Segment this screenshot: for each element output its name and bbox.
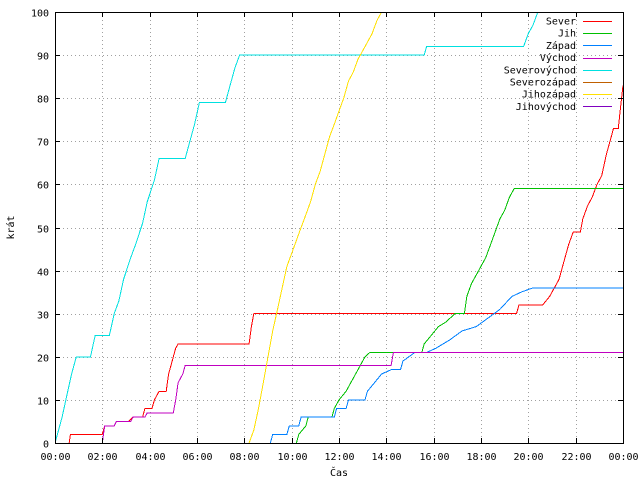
series-line-1 <box>68 85 623 443</box>
y-tick-label: 30 <box>37 311 49 322</box>
x-tick-label: 00:00 <box>40 452 70 463</box>
x-tick-label: 18:00 <box>466 452 496 463</box>
legend: SeverJihZápadVýchodSeverovýchodSeverozáp… <box>504 17 612 113</box>
y-tick-label: 60 <box>37 181 49 192</box>
x-tick-label: 12:00 <box>324 452 354 463</box>
x-tick-label: 04:00 <box>135 452 165 463</box>
x-tick-label: 14:00 <box>371 452 401 463</box>
series-line-3 <box>269 287 623 443</box>
y-tick-label: 10 <box>37 397 49 408</box>
legend-label: Západ <box>546 40 576 52</box>
x-tick-label: 22:00 <box>561 452 591 463</box>
series-lines <box>55 12 623 443</box>
y-tick-label: 20 <box>37 354 49 365</box>
legend-label: Severovýchod <box>504 64 576 76</box>
legend-label: Jihovýchod <box>516 101 576 113</box>
axis-ticks: 0 10 20 30 40 50 60 70 80 90 100 00:00 02:00 04:00 06:… <box>31 9 639 464</box>
y-tick-label: 80 <box>37 95 49 106</box>
x-tick-label: 20:00 <box>513 452 543 463</box>
series-line-5 <box>55 12 539 443</box>
x-tick-label: 06:00 <box>182 452 212 463</box>
legend-label: Severozápad <box>510 77 576 89</box>
y-tick-label: 90 <box>37 52 49 63</box>
x-tick-label: 10:00 <box>277 452 307 463</box>
series-line-7 <box>248 12 383 443</box>
y-tick-label: 0 <box>43 440 49 451</box>
series-line-4 <box>101 352 623 443</box>
y-axis-label: krát <box>5 215 17 239</box>
series-line-2 <box>295 188 623 443</box>
legend-label: Jihozápad <box>522 89 576 101</box>
legend-label: Sever <box>546 17 576 28</box>
legend-label: Východ <box>540 52 576 64</box>
x-tick-label: 16:00 <box>419 452 449 463</box>
y-tick-label: 70 <box>37 138 49 149</box>
legend-label: Jih <box>558 29 576 40</box>
y-tick-label: 100 <box>31 9 49 20</box>
x-tick-label: 08:00 <box>229 452 259 463</box>
x-axis-label: Čas <box>330 466 348 479</box>
y-tick-label: 40 <box>37 268 49 279</box>
y-tick-label: 50 <box>37 225 49 236</box>
x-tick-label: 00:00 <box>608 452 638 463</box>
x-tick-label: 02:00 <box>87 452 117 463</box>
